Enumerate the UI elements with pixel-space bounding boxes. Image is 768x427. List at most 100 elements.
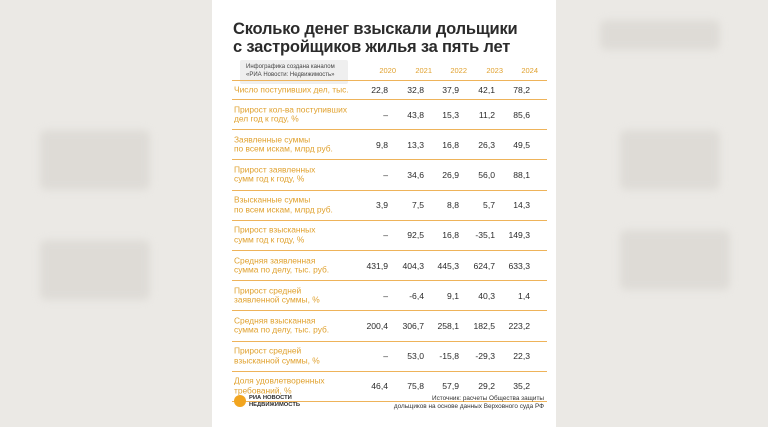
table-row: Прирост заявленных сумм год к году, % – 34,… — [232, 159, 547, 189]
table-cell: 16,8 — [442, 230, 459, 241]
blurred-shape — [600, 20, 720, 50]
row-label-line: дел год к году, % — [234, 113, 299, 124]
table-row: Прирост кол-ва поступивших дел год к году… — [232, 99, 547, 129]
table-cell: 16,8 — [442, 139, 459, 150]
table-cell: 78,2 — [513, 85, 530, 95]
table-cell: – — [383, 169, 388, 180]
row-label-line: Прирост взысканных — [234, 224, 316, 235]
row-label-line: заявленной суммы, % — [234, 294, 320, 305]
table-row: Прирост средней заявленной суммы, % – -6,4 9… — [232, 280, 547, 310]
source-line: дольщиков на основе данных Верховного су… — [393, 403, 544, 410]
source-note: Источник: расчеты Общества защиты дольщи… — [374, 395, 544, 411]
row-label: Прирост средней взысканной суммы, % — [234, 345, 364, 366]
table-cell: 3,9 — [376, 200, 388, 211]
table-cell: 182,5 — [473, 320, 495, 331]
row-label-line: Прирост заявленных — [234, 164, 316, 175]
blurred-shape — [620, 230, 730, 290]
row-label: Число поступивших дел, тыс. — [234, 85, 364, 95]
table-cell: 46,4 — [371, 381, 388, 392]
row-label: Прирост кол-ва поступивших дел год к году… — [234, 105, 364, 124]
row-label-line: Заявленные суммы — [234, 134, 311, 145]
table-cell: 29,2 — [478, 381, 495, 392]
table-cell: – — [383, 290, 388, 301]
title-line: Сколько денег взыскали дольщики — [233, 20, 518, 38]
table-cell: 404,3 — [402, 260, 424, 271]
table-cell: 633,3 — [508, 260, 530, 271]
table-cell: 7,5 — [412, 200, 424, 211]
table-row: Доля удовлетворенных требований, % 46,4 75,… — [232, 370, 547, 402]
table-cell: 13,3 — [407, 139, 424, 150]
blurred-background-right — [556, 0, 768, 427]
row-label: Прирост средней заявленной суммы, % — [234, 286, 364, 305]
year-label: 2022 — [450, 66, 467, 75]
row-label: Прирост заявленных сумм год к году, % — [234, 165, 364, 184]
infographic-title: Сколько денег взыскали дольщики с застро… — [233, 20, 543, 56]
year-header: 2020 2021 2022 2023 2024 — [212, 66, 556, 76]
channel-note: Инфографика создана каналом «РИА Новости… — [246, 63, 352, 79]
row-label-line: Прирост средней — [234, 285, 302, 296]
table-cell: 32,8 — [407, 85, 424, 95]
row-label-line: Средняя заявленная — [234, 255, 316, 266]
row-label: Средняя заявленная сумма по делу, тыс. ру… — [234, 256, 364, 275]
table-cell: – — [383, 230, 388, 241]
blurred-shape — [620, 130, 720, 190]
row-label-line: Средняя взысканная — [234, 315, 316, 326]
title-line: с застройщиков жилья за пять лет — [233, 38, 511, 56]
table-cell: – — [383, 351, 388, 362]
row-label-line: сумм год к году, % — [234, 173, 305, 184]
source-line: Источник: расчеты Общества защиты — [431, 395, 544, 402]
table-cell: -35,1 — [475, 230, 495, 241]
row-label: Доля удовлетворенных требований, % — [234, 375, 364, 396]
row-label-line: Взысканные суммы — [234, 194, 311, 205]
row-label-line: требований, % — [234, 385, 292, 396]
row-label: Заявленные суммы по всем искам, млрд руб. — [234, 135, 364, 154]
table-cell: 49,5 — [513, 139, 530, 150]
table-cell: 624,7 — [473, 260, 495, 271]
row-label: Взысканные суммы по всем искам, млрд руб. — [234, 194, 364, 215]
table-cell: 40,3 — [478, 290, 495, 301]
table-cell: 42,1 — [478, 85, 495, 95]
table-row: Средняя взысканная сумма по делу, тыс. ру… — [232, 310, 547, 340]
row-label: Прирост взысканных сумм год к году, % — [234, 224, 364, 245]
logo-line: НЕДВИЖИМОСТЬ — [249, 401, 301, 408]
table-cell: 57,9 — [442, 381, 459, 392]
table-cell: 1,4 — [518, 290, 530, 301]
row-label-line: по всем искам, млрд руб. — [234, 143, 333, 154]
table-cell: 306,7 — [402, 320, 424, 331]
row-label-line: взысканной суммы, % — [234, 355, 320, 366]
row-label-line: Прирост средней — [234, 345, 302, 356]
table-cell: 223,2 — [508, 320, 530, 331]
table-row: Прирост средней взысканной суммы, % – 53,0 -… — [232, 340, 547, 371]
year-label: 2020 — [379, 66, 396, 75]
row-label-line: сумма по делу, тыс. руб. — [234, 264, 330, 275]
row-label-line: по всем искам, млрд руб. — [234, 204, 333, 215]
table-cell: 85,6 — [513, 109, 530, 120]
row-label: Средняя взысканная сумма по делу, тыс. ру… — [234, 316, 364, 335]
table-cell: 431,9 — [366, 260, 388, 271]
table-cell: 88,1 — [513, 169, 530, 180]
ria-logo-icon — [234, 395, 246, 407]
row-label-line: Прирост кол-ва поступивших — [234, 104, 348, 115]
table-cell: 445,3 — [437, 260, 459, 271]
table-cell: 14,3 — [513, 200, 530, 211]
table-cell: 75,8 — [407, 381, 424, 392]
blurred-background-left — [0, 0, 212, 427]
table-cell: 200,4 — [366, 320, 388, 331]
blurred-shape — [40, 130, 150, 190]
infographic-card: Сколько денег взыскали дольщики с застро… — [212, 0, 556, 427]
table-row: Взысканные суммы по всем искам, млрд руб.… — [232, 189, 547, 220]
table-row: Число поступивших дел, тыс. 22,8 32,8 37,9 4… — [232, 80, 547, 99]
row-label-line: сумм год к году, % — [234, 234, 305, 245]
row-label-line: Число поступивших дел, тыс. — [234, 84, 349, 95]
logo-line: РИА НОВОСТИ — [249, 395, 292, 401]
table-cell: 37,9 — [442, 85, 459, 95]
ria-logo-text: РИА НОВОСТИ НЕДВИЖИМОСТЬ — [249, 395, 329, 408]
table-cell: -6,4 — [409, 290, 424, 301]
year-label: 2024 — [521, 66, 538, 75]
table-cell: 22,8 — [371, 85, 388, 95]
table-cell: -29,3 — [475, 351, 495, 362]
row-label-line: Доля удовлетворенных — [234, 375, 325, 386]
channel-line: «РИА Новости: Недвижимость» — [246, 72, 335, 78]
year-label: 2023 — [486, 66, 503, 75]
channel-line: Инфографика создана каналом — [246, 64, 335, 70]
